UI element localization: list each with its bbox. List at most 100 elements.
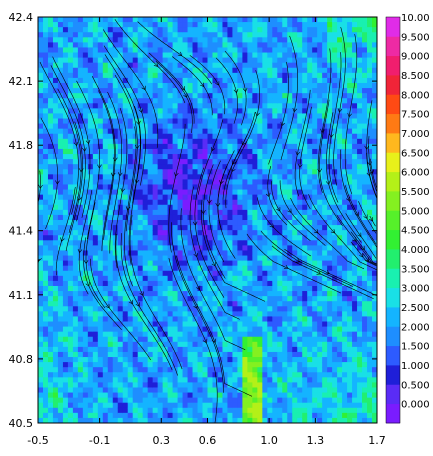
heatmap-cell (242, 82, 248, 89)
heatmap-cell (287, 270, 293, 277)
heatmap-cell (62, 407, 69, 414)
heatmap-cell (97, 407, 104, 414)
heatmap-cell (107, 402, 114, 409)
heatmap-cell (212, 306, 219, 312)
heatmap-cell (182, 280, 189, 287)
heatmap-cell (182, 387, 189, 394)
heatmap-cell (182, 357, 189, 363)
heatmap-cell (172, 199, 179, 206)
heatmap-cell (292, 280, 298, 287)
heatmap-cell (132, 341, 139, 348)
heatmap-cell (307, 184, 313, 191)
heatmap-cell (112, 164, 119, 170)
heatmap-cell (62, 154, 69, 160)
heatmap-cell (132, 88, 139, 94)
heatmap-cell (87, 189, 94, 196)
heatmap-cell (317, 108, 323, 115)
heatmap-cell (317, 402, 323, 409)
heatmap-cell (57, 245, 64, 252)
heatmap-cell (322, 189, 328, 196)
heatmap-cell (167, 148, 174, 155)
heatmap-cell (172, 260, 179, 267)
heatmap-cell (172, 184, 179, 191)
heatmap-cell (217, 306, 224, 312)
heatmap-cell (287, 387, 293, 394)
heatmap-cell (52, 72, 59, 79)
heatmap-cell (247, 214, 253, 221)
heatmap-cell (117, 402, 124, 409)
heatmap-cell (227, 392, 234, 399)
heatmap-cell (217, 72, 224, 79)
heatmap-cell (157, 402, 164, 409)
heatmap-cell (52, 392, 59, 399)
heatmap-cell (72, 133, 79, 140)
heatmap-cell (107, 67, 114, 74)
heatmap-cell (62, 260, 69, 267)
heatmap-cell (122, 270, 129, 277)
heatmap-cell (52, 169, 59, 175)
heatmap-cell (142, 285, 149, 292)
heatmap-cell (162, 138, 169, 145)
heatmap-cell (232, 17, 239, 23)
heatmap-cell (292, 189, 298, 196)
heatmap-cell (57, 42, 64, 49)
heatmap-cell (167, 47, 174, 54)
heatmap-cell (337, 351, 343, 358)
heatmap-cell (112, 103, 119, 109)
heatmap-cell (282, 72, 288, 79)
heatmap-cell (38, 382, 44, 389)
heatmap-cell (187, 88, 194, 94)
heatmap-cell (312, 174, 318, 180)
heatmap-cell (97, 270, 104, 277)
heatmap-cell (292, 179, 298, 186)
heatmap-cell (122, 42, 129, 49)
heatmap-cell (182, 98, 189, 104)
heatmap-cell (152, 220, 159, 226)
heatmap-cell (112, 285, 119, 292)
heatmap-cell (342, 128, 348, 135)
heatmap-cell (152, 82, 159, 89)
heatmap-cell (162, 245, 169, 252)
heatmap-cell (38, 22, 44, 28)
heatmap-cell (142, 331, 149, 338)
heatmap-cell (77, 72, 84, 79)
heatmap-cell (312, 47, 318, 54)
heatmap-cell (217, 275, 224, 282)
heatmap-cell (172, 123, 179, 130)
heatmap-cell (227, 357, 234, 363)
heatmap-cell (38, 260, 44, 267)
heatmap-cell (292, 82, 298, 89)
heatmap-cell (57, 336, 64, 343)
heatmap-cell (292, 62, 298, 69)
heatmap-cell (67, 143, 74, 150)
heatmap-cell (127, 77, 134, 84)
heatmap-cell (192, 194, 199, 201)
heatmap-cell (57, 133, 64, 140)
heatmap-cell (207, 341, 214, 348)
heatmap-cell (277, 169, 283, 175)
heatmap-cell (152, 382, 159, 389)
heatmap-cell (237, 235, 243, 241)
heatmap-cell (97, 57, 104, 64)
heatmap-cell (192, 306, 199, 312)
heatmap-cell (122, 285, 129, 292)
heatmap-cell (87, 32, 94, 38)
heatmap-cell (282, 143, 288, 150)
heatmap-cell (262, 108, 268, 115)
heatmap-cell (207, 372, 214, 378)
heatmap-cell (77, 397, 84, 404)
heatmap-cell (182, 209, 189, 216)
heatmap-cell (42, 159, 49, 165)
heatmap-cell (167, 362, 174, 368)
heatmap-cell (242, 275, 248, 282)
heatmap-cell (107, 412, 114, 419)
heatmap-cell (117, 306, 124, 312)
heatmap-cell (142, 346, 149, 353)
heatmap-cell (47, 93, 54, 99)
heatmap-cell (182, 133, 189, 140)
heatmap-cell (182, 17, 189, 23)
heatmap-cell (57, 351, 64, 358)
heatmap-cell (202, 291, 209, 297)
heatmap-cell (152, 37, 159, 43)
heatmap-cell (222, 321, 229, 328)
